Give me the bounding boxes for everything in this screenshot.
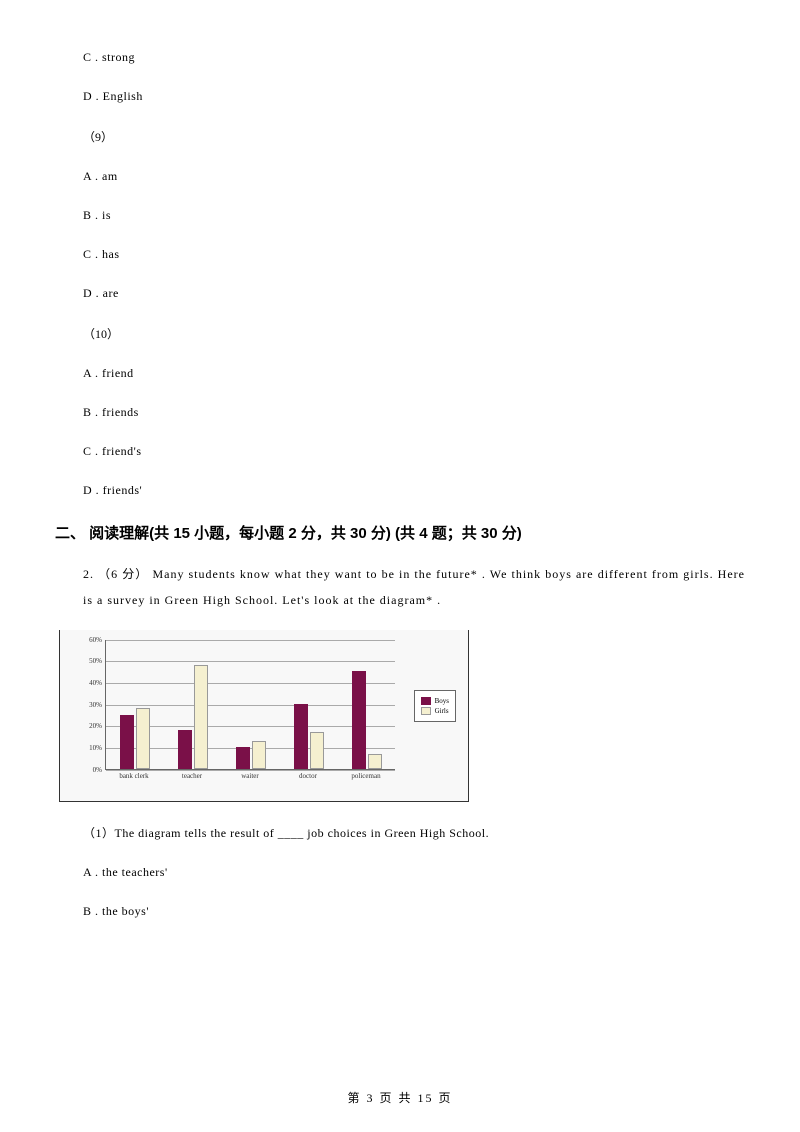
q9-option-b: B . is [83, 208, 745, 223]
job-choices-chart: 0%10%20%30%40%50%60%bank clerkteacherwai… [59, 630, 469, 802]
question-9-number: （9） [83, 128, 745, 145]
subq1-option-b: B . the boys' [83, 904, 745, 919]
page-footer: 第 3 页 共 15 页 [0, 1089, 800, 1106]
legend-girls-label: Girls [435, 707, 449, 715]
legend-girls-swatch [421, 707, 431, 715]
legend-boys-swatch [421, 697, 431, 705]
section-2-heading: 二、 阅读理解(共 15 小题，每小题 2 分，共 30 分) (共 4 题；共… [55, 522, 745, 543]
sub-question-1: （1）The diagram tells the result of ____ … [83, 824, 745, 841]
legend-boys-label: Boys [435, 697, 449, 705]
reading-intro-text: 2. （6 分） Many students know what they wa… [83, 561, 745, 614]
question-10-number: （10） [83, 325, 745, 342]
subq1-option-a: A . the teachers' [83, 865, 745, 880]
q9-option-c: C . has [83, 247, 745, 262]
q10-option-a: A . friend [83, 366, 745, 381]
q9-option-a: A . am [83, 169, 745, 184]
q10-option-c: C . friend's [83, 444, 745, 459]
q9-option-d: D . are [83, 286, 745, 301]
q10-option-b: B . friends [83, 405, 745, 420]
option-d: D . English [83, 89, 745, 104]
chart-legend: Boys Girls [414, 690, 456, 722]
option-c: C . strong [83, 50, 745, 65]
q10-option-d: D . friends' [83, 483, 745, 498]
